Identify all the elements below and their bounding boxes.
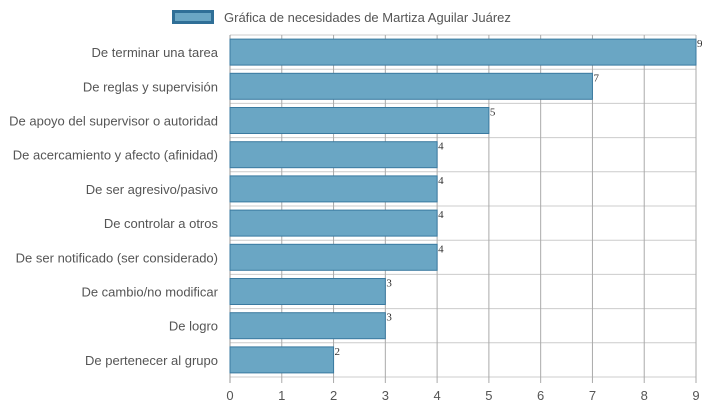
bar bbox=[229, 312, 386, 340]
bars bbox=[229, 38, 697, 374]
category-label: De ser agresivo/pasivo bbox=[86, 182, 218, 197]
x-tick-label: 7 bbox=[589, 388, 596, 403]
x-tick-label: 2 bbox=[330, 388, 337, 403]
bar bbox=[229, 346, 335, 374]
category-label: De pertenecer al grupo bbox=[85, 353, 218, 368]
legend-swatch bbox=[172, 10, 214, 24]
category-label: De logro bbox=[169, 319, 218, 334]
bar bbox=[229, 243, 438, 271]
category-label: De reglas y supervisión bbox=[83, 79, 218, 94]
bar bbox=[229, 107, 490, 134]
bar bbox=[229, 72, 593, 100]
x-axis-ticks: 0 1 2 3 4 5 6 7 8 9 bbox=[226, 388, 699, 403]
data-label: 4 bbox=[438, 175, 444, 187]
category-label: De controlar a otros bbox=[104, 216, 219, 231]
bar bbox=[229, 38, 697, 66]
data-label: 4 bbox=[438, 243, 444, 255]
category-label: De acercamiento y afecto (afinidad) bbox=[13, 148, 218, 163]
x-tick-label: 6 bbox=[537, 388, 544, 403]
bar bbox=[229, 175, 438, 203]
x-tick-label: 3 bbox=[382, 388, 389, 403]
category-label: De ser notificado (ser considerado) bbox=[16, 250, 218, 265]
data-label: 3 bbox=[386, 312, 392, 324]
x-tick-label: 1 bbox=[278, 388, 285, 403]
value-labels: 9 7 5 4 4 4 4 3 3 2 bbox=[335, 38, 702, 358]
legend-label: Gráfica de necesidades de Martiza Aguila… bbox=[224, 9, 511, 25]
category-label: De cambio/no modificar bbox=[81, 285, 218, 300]
category-label: De terminar una tarea bbox=[92, 45, 219, 60]
data-label: 4 bbox=[438, 209, 444, 221]
x-tick-label: 8 bbox=[641, 388, 648, 403]
bar bbox=[229, 278, 386, 305]
data-label: 7 bbox=[593, 72, 599, 84]
x-tick-label: 9 bbox=[692, 388, 699, 403]
data-label: 3 bbox=[386, 278, 392, 290]
x-tick-label: 5 bbox=[485, 388, 492, 403]
legend: Gráfica de necesidades de Martiza Aguila… bbox=[172, 7, 511, 27]
data-label: 4 bbox=[438, 141, 444, 153]
x-tick-label: 0 bbox=[226, 388, 233, 403]
data-label: 9 bbox=[697, 38, 702, 50]
x-tick-label: 4 bbox=[433, 388, 440, 403]
category-label: De apoyo del supervisor o autoridad bbox=[9, 114, 218, 129]
bar bbox=[229, 209, 438, 237]
data-label: 2 bbox=[335, 346, 341, 358]
category-labels: De terminar una tarea De reglas y supervi… bbox=[9, 45, 219, 368]
bar bbox=[229, 141, 438, 169]
data-label: 5 bbox=[490, 107, 496, 119]
